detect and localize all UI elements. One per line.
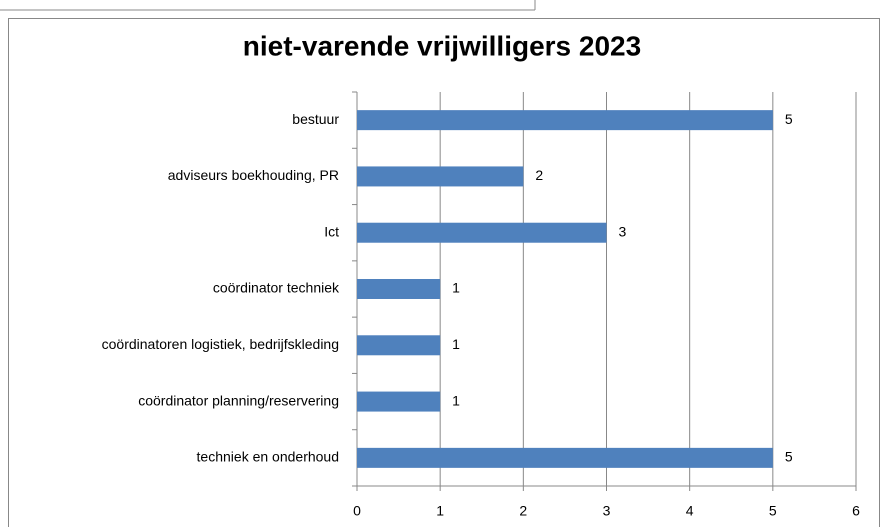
data-label: 5 (785, 449, 793, 465)
y-tick-label: adviseurs boekhouding, PR (168, 167, 339, 183)
data-label: 1 (452, 280, 460, 296)
bar (357, 166, 524, 187)
x-tick-label: 6 (852, 503, 860, 519)
chart-title: niet-varende vrijwilligers 2023 (243, 30, 641, 61)
y-tick-label: Ict (324, 223, 339, 239)
x-tick-label: 4 (686, 503, 694, 519)
x-tick-label: 0 (353, 503, 361, 519)
bar (357, 222, 607, 243)
x-tick-label: 5 (769, 503, 777, 519)
data-label: 1 (452, 392, 460, 408)
y-tick-label: coördinator planning/reservering (138, 392, 339, 408)
bar (357, 279, 441, 299)
data-label: 5 (785, 111, 793, 127)
x-tick-label: 2 (519, 503, 527, 519)
x-tick-label: 1 (436, 503, 444, 519)
chart-frame (8, 18, 880, 527)
y-tick-label: techniek en onderhoud (197, 449, 339, 465)
data-label: 1 (452, 336, 460, 352)
bar (357, 391, 441, 412)
y-tick-label: coördinatoren logistiek, bedrijfskleding (102, 336, 339, 352)
data-label: 2 (535, 167, 543, 183)
y-tick-label: coördinator techniek (213, 280, 340, 296)
x-tick-label: 3 (603, 503, 611, 519)
bar (357, 110, 773, 131)
data-label: 3 (619, 223, 627, 239)
y-tick-label: bestuur (292, 111, 339, 127)
bar (357, 335, 441, 356)
bar (357, 447, 773, 468)
